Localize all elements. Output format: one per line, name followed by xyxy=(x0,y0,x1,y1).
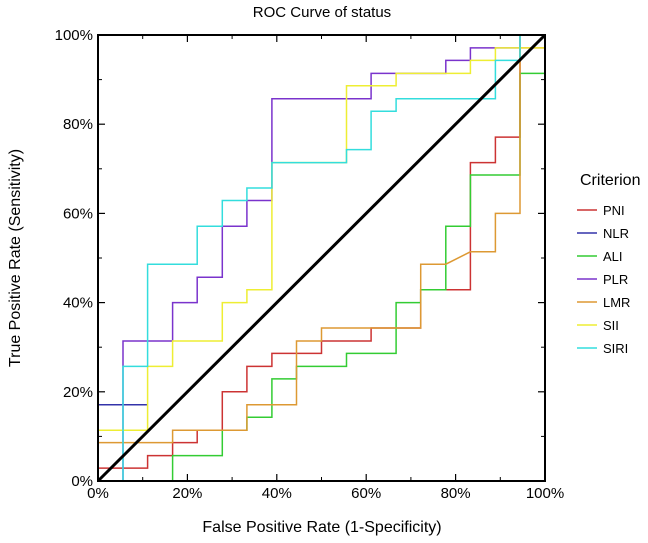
x-tick-label: 40% xyxy=(262,485,292,502)
x-tick-label: 0% xyxy=(87,485,109,502)
x-tick-label: 100% xyxy=(526,485,564,502)
x-tick-label: 60% xyxy=(351,485,381,502)
y-tick-label: 20% xyxy=(63,384,93,401)
y-tick-label: 100% xyxy=(55,27,93,44)
legend-label-siri: SIRI xyxy=(603,341,628,356)
legend-label-sii: SII xyxy=(603,318,619,333)
series-siri-line xyxy=(98,34,545,482)
series-plr-line xyxy=(98,34,545,482)
legend-label-plr: PLR xyxy=(603,272,628,287)
y-tick-label: 40% xyxy=(63,295,93,312)
legend-label-lmr: LMR xyxy=(603,295,630,310)
series-ali-line xyxy=(171,60,546,481)
legend-label-pni: PNI xyxy=(603,203,625,218)
x-axis-label: False Positive Rate (1-Specificity) xyxy=(202,519,441,536)
legend: PNI NLR ALI PLR LMR SII SIRI xyxy=(577,203,630,356)
series-pni-line xyxy=(97,47,546,481)
y-tick-label: 0% xyxy=(71,473,93,490)
x-tick-label: 20% xyxy=(172,485,202,502)
plot-area xyxy=(96,33,547,483)
diagonal-reference-line xyxy=(96,33,547,483)
chart-title: ROC Curve of status xyxy=(253,4,391,21)
axis-ticks: 0% 20% 40% 60% 80% 100% 0% 20% 40% 60% 80% 100% xyxy=(55,27,565,502)
legend-label-ali: ALI xyxy=(603,249,623,264)
y-tick-label: 60% xyxy=(63,205,93,222)
series-lmr-line xyxy=(97,34,545,481)
y-axis-label: True Positive Rate (Sensitivity) xyxy=(7,149,24,367)
legend-title: Criterion xyxy=(580,172,640,189)
y-tick-label: 80% xyxy=(63,116,93,133)
x-tick-label: 80% xyxy=(441,485,471,502)
legend-label-nlr: NLR xyxy=(603,226,629,241)
